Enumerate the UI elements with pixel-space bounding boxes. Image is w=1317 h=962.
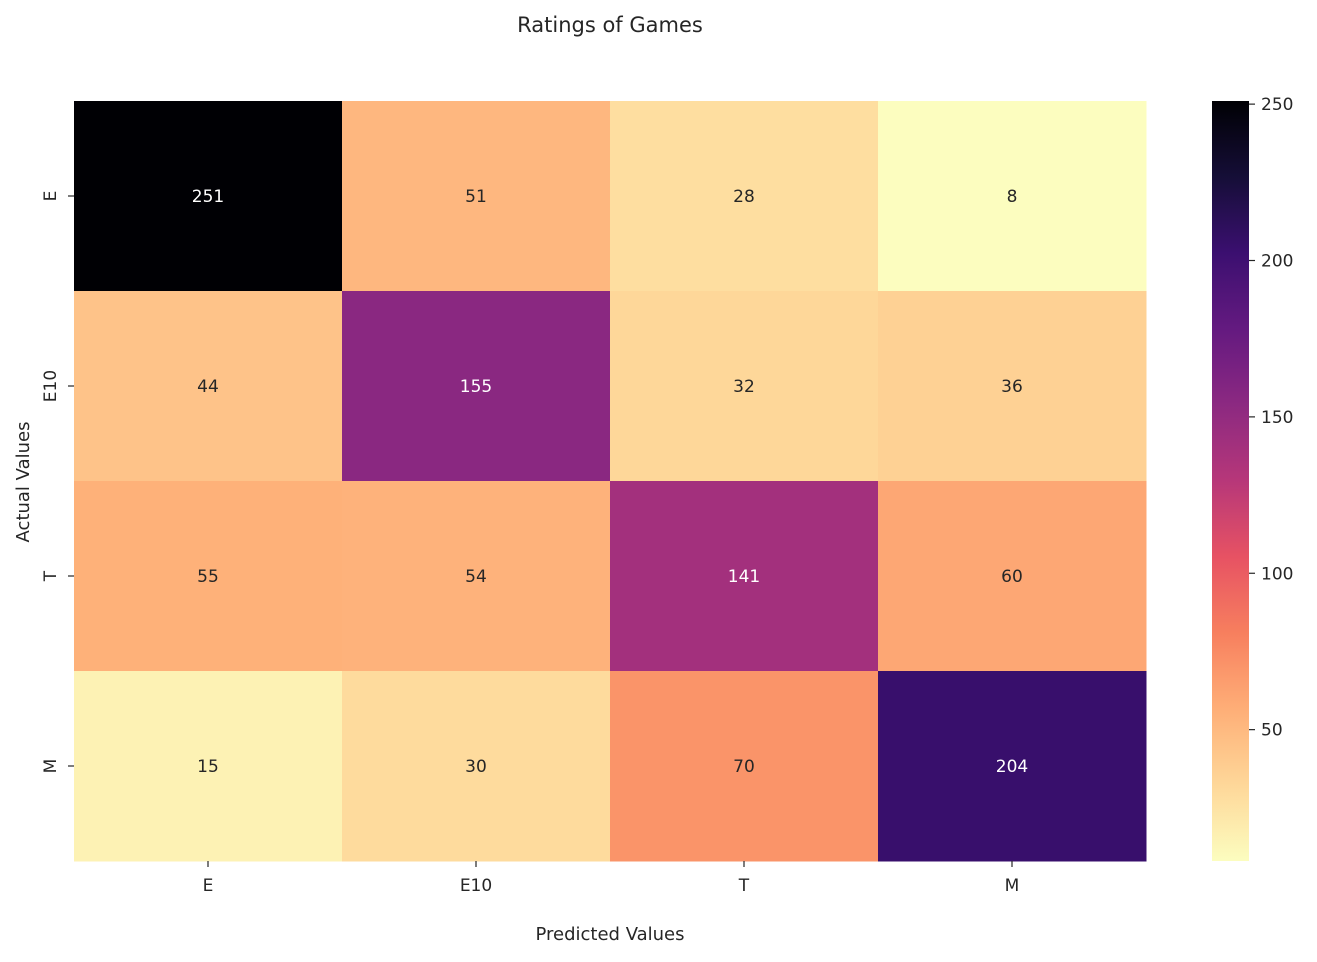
cell-value-r1-c1: 155 bbox=[460, 377, 492, 397]
x-tick-label: T bbox=[738, 876, 750, 896]
heatmap-cell-r1-c3 bbox=[878, 291, 1147, 482]
cell-value-r1-c2: 32 bbox=[733, 377, 755, 397]
cell-value-r2-c3: 60 bbox=[1001, 567, 1023, 587]
heatmap-cell-r0-c1 bbox=[342, 101, 611, 292]
y-tick-label: E bbox=[41, 191, 61, 202]
heatmap-cell-r2-c2 bbox=[610, 481, 879, 672]
heatmap-cells bbox=[74, 101, 1147, 862]
heatmap-cell-r3-c3 bbox=[878, 671, 1147, 862]
cell-value-r2-c0: 55 bbox=[197, 567, 219, 587]
heatmap-cell-r3-c2 bbox=[610, 671, 879, 862]
heatmap-cell-r1-c1 bbox=[342, 291, 611, 482]
heatmap-cell-r3-c1 bbox=[342, 671, 611, 862]
y-tick-label: E10 bbox=[41, 370, 61, 402]
y-axis-ticks: E E10 T M bbox=[41, 191, 74, 774]
heatmap-cell-r2-c3 bbox=[878, 481, 1147, 672]
x-axis-ticks: E E10 T M bbox=[203, 861, 1020, 896]
heatmap-cell-r1-c0 bbox=[74, 291, 343, 482]
colorbar-ticks: 50 100 150 200 250 bbox=[1249, 95, 1293, 741]
x-tick-label: E10 bbox=[460, 876, 492, 896]
colorbar-tick-label: 50 bbox=[1261, 721, 1283, 741]
heatmap-cell-r3-c0 bbox=[74, 671, 343, 862]
cell-value-r3-c0: 15 bbox=[197, 757, 219, 777]
cell-value-r1-c3: 36 bbox=[1001, 377, 1023, 397]
cell-value-r3-c1: 30 bbox=[465, 757, 487, 777]
cell-value-r2-c1: 54 bbox=[465, 567, 487, 587]
cell-value-r2-c2: 141 bbox=[728, 567, 760, 587]
heatmap-cell-r0-c2 bbox=[610, 101, 879, 292]
heatmap-cell-r1-c2 bbox=[610, 291, 879, 482]
heatmap-cell-r0-c0 bbox=[74, 101, 343, 292]
cell-value-r0-c0: 251 bbox=[192, 187, 224, 207]
y-axis-label: Actual Values bbox=[13, 422, 34, 543]
colorbar-tick-label: 100 bbox=[1261, 564, 1293, 584]
cell-value-r0-c2: 28 bbox=[733, 187, 755, 207]
x-tick-label: M bbox=[1005, 876, 1020, 896]
cell-value-r0-c1: 51 bbox=[465, 187, 487, 207]
x-axis-label: Predicted Values bbox=[535, 924, 684, 945]
colorbar-tick-label: 250 bbox=[1261, 95, 1293, 115]
y-tick-label: M bbox=[41, 759, 61, 774]
cell-value-r3-c2: 70 bbox=[733, 757, 755, 777]
y-tick-label: T bbox=[41, 570, 61, 582]
chart-title: Ratings of Games bbox=[517, 13, 703, 37]
cell-value-r3-c3: 204 bbox=[996, 757, 1028, 777]
heatmap-cell-r0-c3 bbox=[878, 101, 1147, 292]
heatmap-cell-r2-c0 bbox=[74, 481, 343, 672]
cell-value-r0-c3: 8 bbox=[1007, 187, 1018, 207]
heatmap-cell-r2-c1 bbox=[342, 481, 611, 672]
x-tick-label: E bbox=[203, 876, 214, 896]
colorbar bbox=[1212, 101, 1249, 861]
colorbar-tick-label: 200 bbox=[1261, 252, 1293, 272]
cell-value-r1-c0: 44 bbox=[197, 377, 219, 397]
colorbar-tick-label: 150 bbox=[1261, 408, 1293, 428]
cell-annotations: 251 51 28 8 44 155 32 36 55 54 141 60 15 30 70 204 bbox=[192, 187, 1028, 777]
